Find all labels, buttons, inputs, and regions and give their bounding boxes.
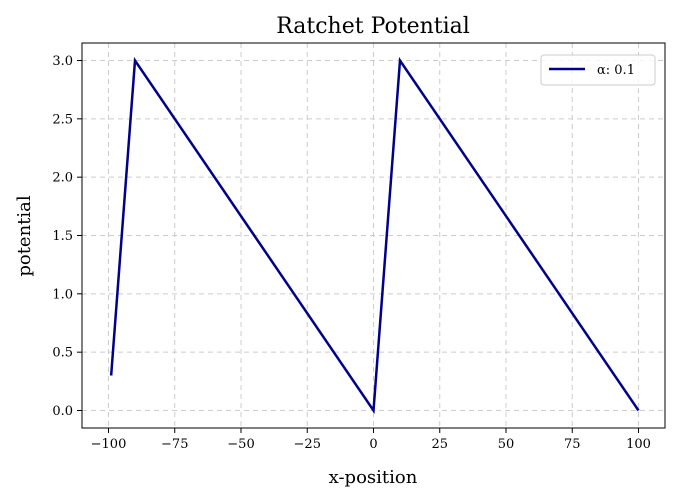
y-tick-label: 1.0 [52, 287, 73, 302]
chart-title: Ratchet Potential [276, 14, 470, 39]
legend: α: 0.1 [540, 54, 656, 86]
legend-label: α: 0.1 [597, 63, 635, 78]
y-tick-label: 0.5 [52, 346, 73, 361]
legend-box [540, 54, 656, 86]
x-tick-label: −50 [227, 437, 254, 452]
y-tick-label: 2.5 [52, 112, 73, 127]
y-tick-label: 1.5 [52, 229, 73, 244]
x-tick-label: −75 [161, 437, 188, 452]
x-tick-label: 75 [564, 437, 581, 452]
axis-ticks: −100 −75 −50 −25 0 25 50 75 100 0.0 0.5 1.0 1.5 2.0 2.… [52, 54, 651, 452]
y-tick-label: 3.0 [52, 54, 73, 69]
x-tick-label: 50 [498, 437, 515, 452]
y-axis-label: potential [14, 195, 35, 277]
x-tick-label: 25 [431, 437, 448, 452]
x-tick-label: 0 [369, 437, 377, 452]
y-tick-label: 2.0 [52, 171, 73, 186]
x-axis-label: x-position [329, 467, 418, 488]
x-tick-label: −100 [91, 437, 127, 452]
series-line [109, 56, 640, 415]
x-tick-label: 100 [626, 437, 651, 452]
y-tick-label: 0.0 [52, 404, 73, 419]
x-tick-label: −25 [294, 437, 321, 452]
series-layer [109, 56, 640, 415]
